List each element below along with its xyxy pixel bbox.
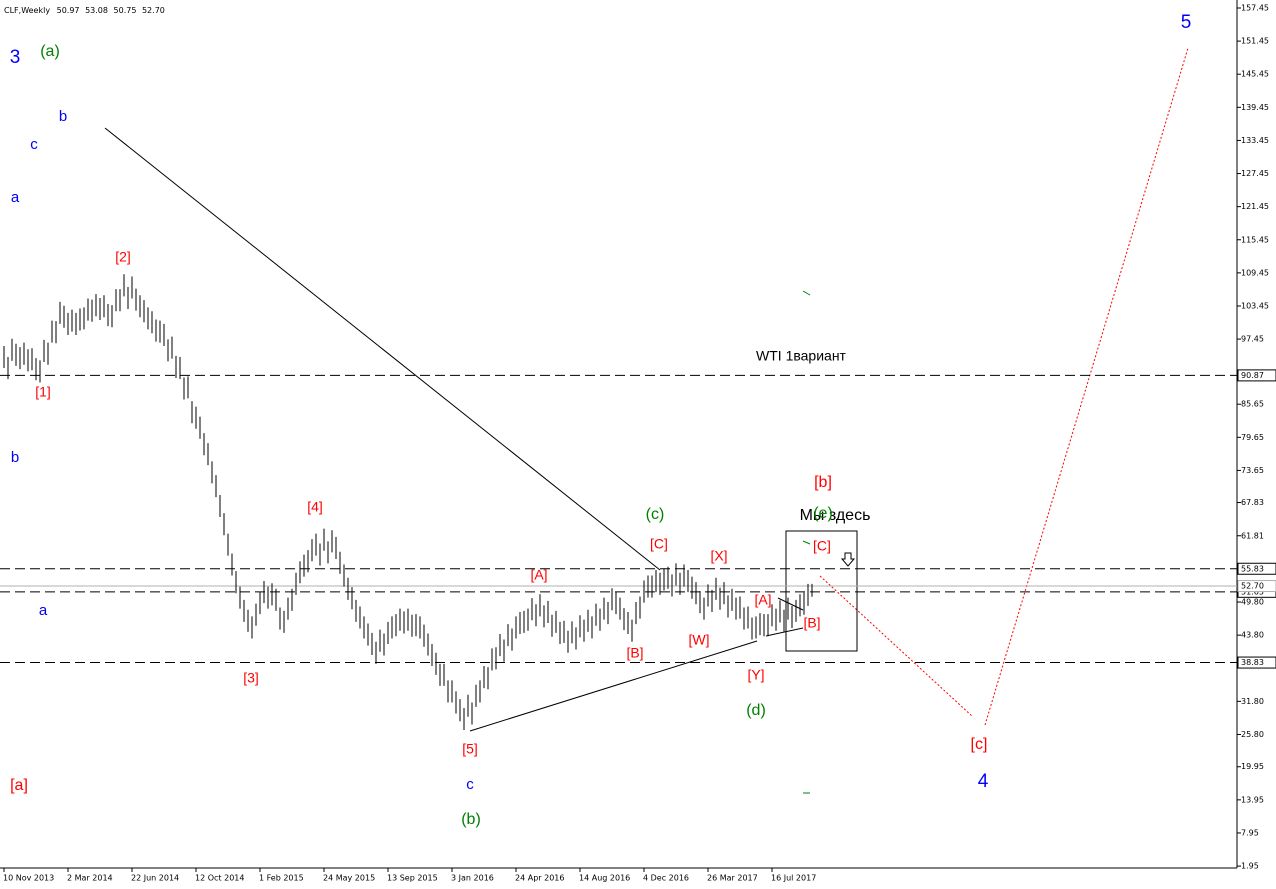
level-label: 55.83 — [1241, 564, 1264, 573]
trend-line — [777, 597, 804, 611]
wave-label: a — [39, 602, 48, 619]
wave-label: 3 — [10, 47, 21, 68]
drawings — [104, 47, 1189, 794]
level-label: 90.87 — [1241, 371, 1264, 380]
y-tick-label: 61.81 — [1241, 531, 1264, 540]
wave-label: [5] — [462, 741, 478, 757]
x-tick-label: 24 Apr 2016 — [515, 874, 564, 883]
wave-label: (a) — [40, 43, 60, 60]
y-tick-label: 13.95 — [1241, 795, 1264, 804]
low: 50.75 — [114, 6, 137, 15]
y-tick-label: 127.45 — [1241, 169, 1269, 178]
y-tick-label: 151.45 — [1241, 37, 1269, 46]
y-tick-label: 157.45 — [1241, 4, 1269, 13]
wave-label: (d) — [746, 702, 766, 719]
y-tick-label: 67.83 — [1241, 498, 1264, 507]
wave-label: [B] — [626, 645, 643, 661]
x-tick-label: 4 Dec 2016 — [643, 874, 689, 883]
wave-label: b — [11, 449, 19, 466]
trend-line — [104, 127, 661, 571]
y-tick-label: 97.45 — [1241, 335, 1264, 344]
price-label: 52.70 — [1241, 582, 1264, 591]
wave-label: c — [30, 136, 38, 153]
x-tick-label: 24 May 2015 — [323, 874, 375, 883]
trend-line — [765, 627, 804, 637]
marker-dash — [802, 290, 811, 296]
y-tick-label: 73.65 — [1241, 466, 1264, 475]
wave-label: [C] — [813, 538, 831, 554]
wave-label: [2] — [115, 249, 131, 265]
y-tick-label: 115.45 — [1241, 235, 1269, 244]
projection-line — [819, 575, 973, 717]
header: CLF,Weekly 50.97 53.08 50.75 52.70 — [4, 6, 165, 15]
x-tick-label: 12 Oct 2014 — [195, 874, 244, 883]
x-tick-label: 13 Sep 2015 — [387, 874, 438, 883]
wave-label: [A] — [754, 592, 771, 608]
marker-dash — [802, 540, 811, 545]
arrow-icon — [840, 552, 856, 567]
y-tick-label: 121.45 — [1241, 202, 1269, 211]
x-tick-label: 1 Feb 2015 — [259, 874, 304, 883]
y-tick-label: 139.45 — [1241, 103, 1269, 112]
wave-label: [3] — [243, 670, 259, 686]
wave-label: (e) — [813, 505, 833, 522]
level-label: 38.83 — [1241, 658, 1264, 667]
x-tick-label: 16 Jul 2017 — [771, 874, 816, 883]
wave-label: [B] — [803, 615, 820, 631]
y-tick-label: 49.80 — [1241, 598, 1264, 607]
wave-label: [4] — [307, 499, 323, 515]
x-tick-label: 2 Mar 2014 — [67, 874, 113, 883]
wave-label: WTI 1вариант — [756, 348, 847, 364]
wave-label: [c] — [971, 736, 988, 753]
wave-label: 5 — [1181, 12, 1192, 33]
y-tick-label: 1.95 — [1241, 862, 1259, 871]
wave-label: [b] — [814, 474, 832, 491]
y-tick-label: 85.65 — [1241, 400, 1264, 409]
projection-line — [984, 47, 1189, 726]
x-tick-label: 3 Jan 2016 — [451, 874, 494, 883]
x-tick-label: 14 Aug 2016 — [579, 874, 630, 883]
wave-label: a — [11, 189, 20, 206]
wave-label: (c) — [646, 506, 665, 523]
wave-label: Мы здесь — [800, 507, 871, 524]
close: 52.70 — [142, 6, 165, 15]
y-tick-label: 109.45 — [1241, 268, 1269, 277]
wave-label: [Y] — [747, 667, 764, 683]
y-tick-label: 25.80 — [1241, 730, 1264, 739]
y-tick-label: 7.95 — [1241, 828, 1259, 837]
wave-label: (b) — [461, 811, 481, 828]
y-tick-label: 103.45 — [1241, 301, 1269, 310]
x-tick-label: 10 Nov 2013 — [3, 874, 54, 883]
symbol: CLF,Weekly — [4, 6, 50, 15]
level-box — [1237, 656, 1276, 669]
level-box — [1237, 562, 1276, 575]
wave-label: [W] — [689, 632, 710, 648]
highlight-box — [785, 530, 858, 652]
wave-label: b — [59, 108, 67, 125]
wave-label: [C] — [650, 536, 668, 552]
high: 53.08 — [85, 6, 108, 15]
wave-label: [X] — [710, 548, 727, 564]
y-tick-label: 145.45 — [1241, 70, 1269, 79]
x-tick-label: 22 Jun 2014 — [131, 874, 179, 883]
wave-label: 4 — [978, 771, 989, 792]
x-tick-label: 26 Mar 2017 — [707, 874, 758, 883]
wave-label: [A] — [530, 567, 547, 583]
wave-label: c — [466, 776, 474, 793]
y-tick-label: 31.80 — [1241, 697, 1264, 706]
wave-label: [a] — [10, 777, 28, 794]
trend-line — [469, 640, 758, 732]
level-box — [1237, 369, 1276, 382]
y-tick-label: 133.45 — [1241, 136, 1269, 145]
y-tick-label: 43.80 — [1241, 631, 1264, 640]
price-box — [1237, 580, 1276, 593]
y-tick-label: 79.65 — [1241, 433, 1264, 442]
y-tick-label: 19.95 — [1241, 762, 1264, 771]
wave-label: [1] — [35, 384, 51, 400]
open: 50.97 — [57, 6, 80, 15]
